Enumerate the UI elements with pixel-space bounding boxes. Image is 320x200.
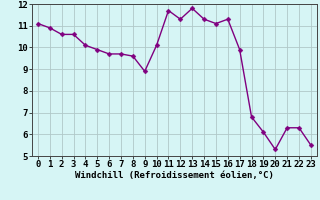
X-axis label: Windchill (Refroidissement éolien,°C): Windchill (Refroidissement éolien,°C) — [75, 171, 274, 180]
